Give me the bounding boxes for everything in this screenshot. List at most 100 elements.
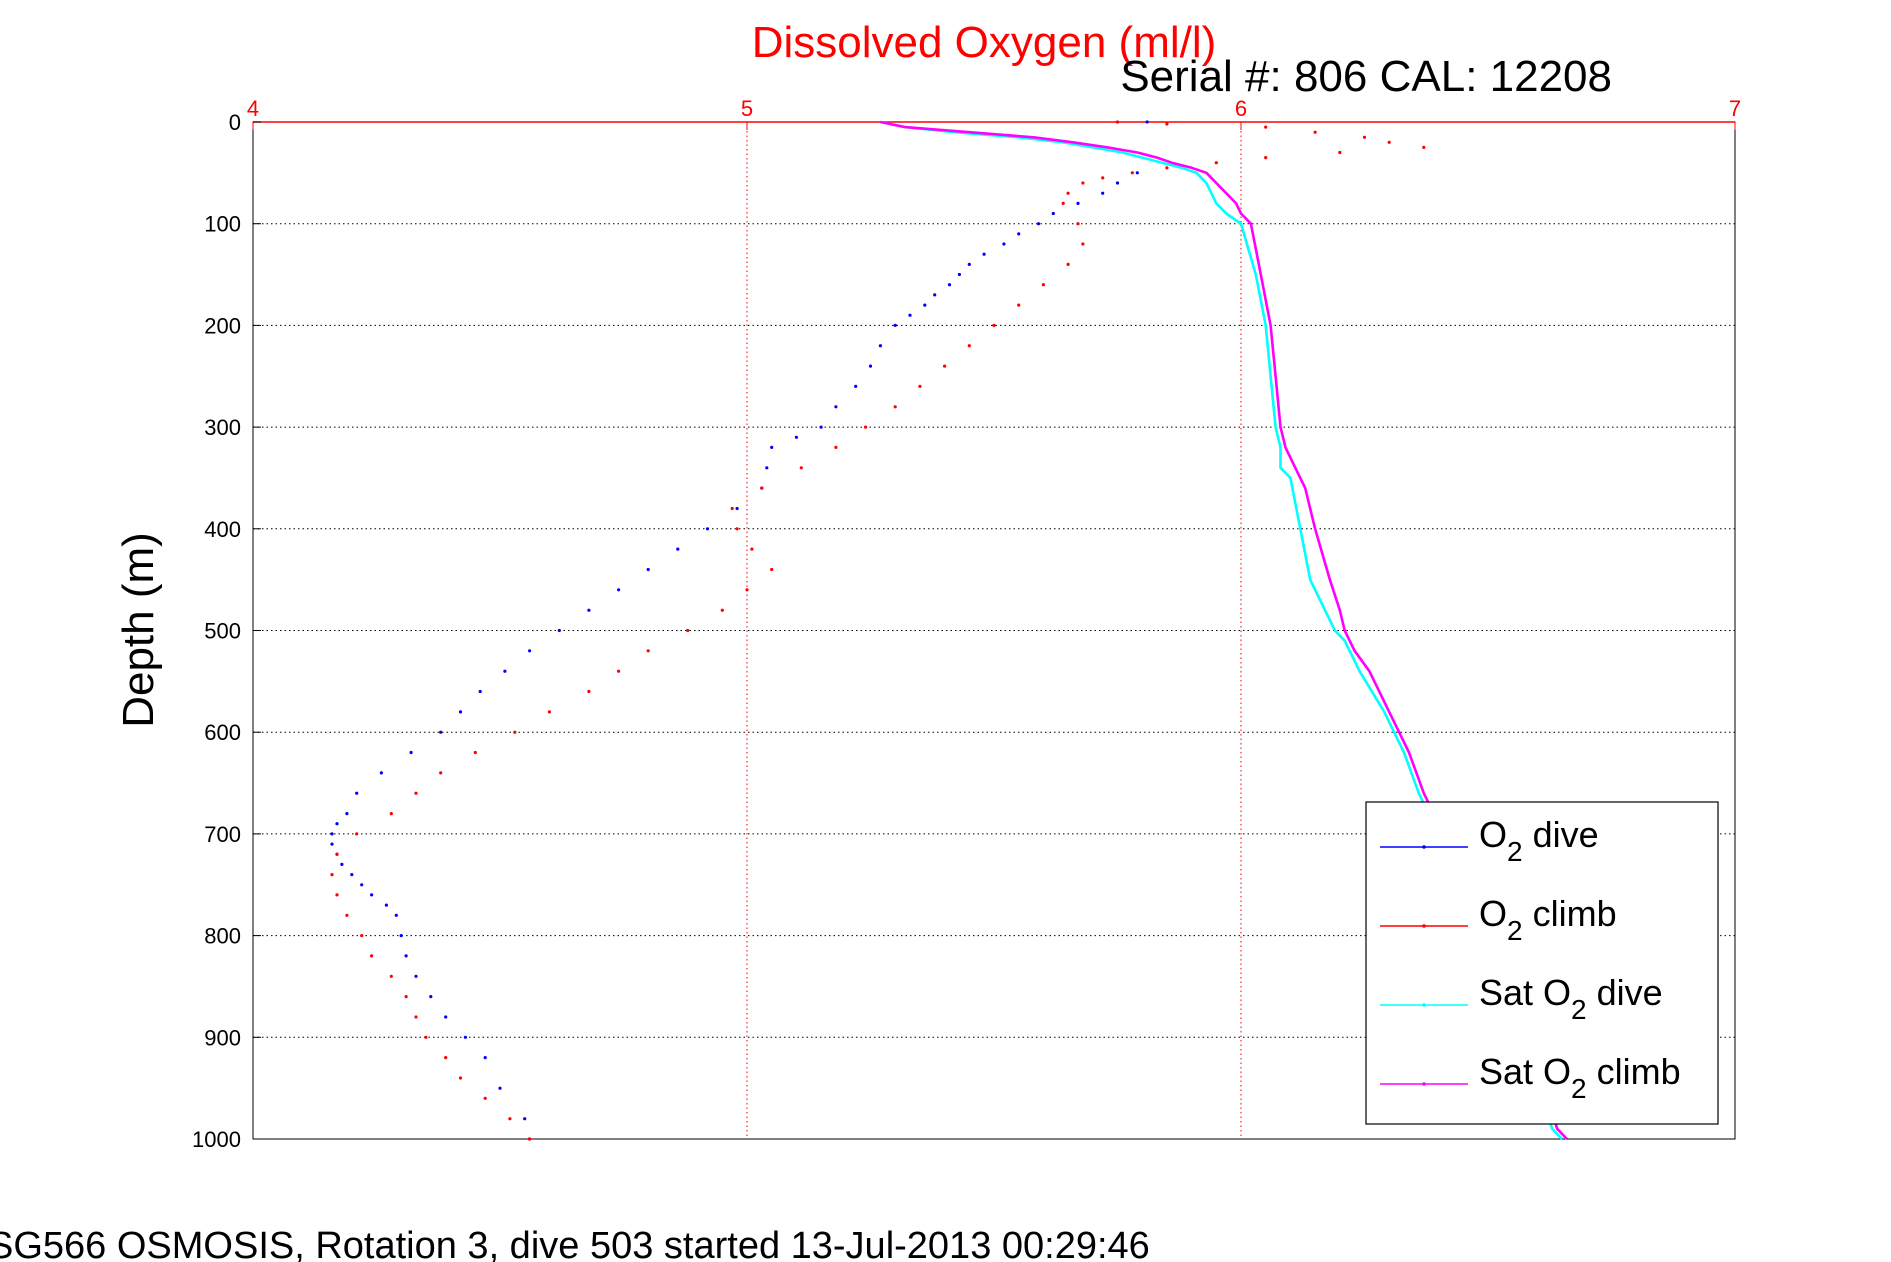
series-o2-dive: [330, 120, 1149, 1141]
point-o2-dive-60: [523, 1117, 527, 1121]
point-o2-dive-52: [399, 934, 403, 938]
chart-subtitle: Serial #: 806 CAL: 12208: [1120, 52, 1612, 101]
point-o2-climb-36: [686, 628, 690, 633]
point-o2-climb-29: [760, 486, 764, 490]
point-o2-climb-25: [893, 405, 897, 409]
x-axis-ticks: 4 5 6 7: [247, 96, 1741, 130]
point-o2-climb-26: [864, 425, 868, 429]
x-tick-label-2: 6: [1235, 96, 1247, 121]
legend-box: [1365, 801, 1719, 1125]
point-o2-climb-48: [330, 873, 334, 877]
point-o2-climb-56: [424, 1035, 428, 1039]
point-o2-climb-10: [1165, 166, 1169, 170]
legend-label-sat-o2-dive: Sat O2 dive: [1479, 972, 1663, 1025]
point-o2-climb-37: [646, 649, 650, 653]
point-o2-climb-0: [1115, 120, 1120, 124]
point-o2-dive-28: [676, 547, 680, 551]
point-o2-dive-3: [1101, 191, 1105, 195]
point-o2-dive-40: [355, 791, 359, 795]
point-o2-climb-18: [1066, 262, 1070, 266]
point-o2-climb-21: [992, 323, 996, 327]
point-o2-dive-6: [1036, 222, 1041, 226]
point-o2-climb-3: [1313, 130, 1317, 134]
point-o2-dive-27: [705, 527, 710, 531]
series-o2-climb: [330, 120, 1426, 1141]
point-o2-dive-5: [1051, 211, 1055, 216]
point-o2-dive-44: [330, 842, 334, 846]
x-tick-label-0: 4: [247, 96, 259, 121]
point-o2-climb-30: [730, 506, 734, 511]
point-o2-dive-29: [646, 567, 650, 572]
point-o2-climb-51: [360, 934, 364, 938]
legend-label-o2-dive: O2 dive: [1479, 814, 1599, 867]
point-o2-dive-39: [379, 771, 383, 775]
point-o2-dive-50: [384, 903, 388, 907]
point-o2-dive-47: [350, 873, 354, 877]
point-o2-dive-34: [503, 669, 507, 673]
y-tick-label-7: 700: [204, 822, 241, 847]
point-o2-climb-53: [389, 974, 393, 978]
point-o2-climb-32: [750, 547, 754, 551]
point-o2-climb-15: [1061, 201, 1065, 205]
point-o2-climb-47: [335, 852, 339, 856]
legend-label-sat-o2-climb: Sat O2 climb: [1479, 1051, 1681, 1104]
point-o2-climb-31: [735, 527, 739, 531]
point-o2-dive-1: [1135, 171, 1139, 175]
point-o2-climb-52: [370, 954, 374, 958]
point-o2-climb-9: [1214, 161, 1218, 165]
point-o2-dive-37: [439, 730, 443, 734]
point-o2-dive-57: [463, 1035, 467, 1039]
legend-marker-sat-o2-dive: [1422, 1003, 1426, 1007]
point-o2-dive-24: [765, 466, 769, 470]
point-o2-dive-12: [947, 283, 952, 287]
point-o2-climb-17: [1081, 242, 1085, 246]
point-o2-climb-14: [1066, 191, 1070, 195]
point-o2-dive-56: [444, 1015, 448, 1019]
point-o2-dive-51: [394, 913, 398, 917]
point-o2-dive-43: [330, 832, 334, 836]
point-o2-climb-41: [513, 730, 517, 734]
chart-title: Dissolved Oxygen (ml/l): [752, 18, 1217, 67]
point-o2-climb-6: [1422, 145, 1426, 149]
point-o2-dive-14: [923, 303, 927, 307]
point-o2-climb-8: [1264, 156, 1268, 160]
point-o2-dive-18: [868, 364, 873, 368]
point-o2-climb-27: [834, 445, 838, 449]
point-o2-dive-20: [834, 405, 838, 409]
point-o2-dive-30: [617, 588, 621, 592]
y-tick-label-5: 500: [204, 619, 241, 644]
point-o2-dive-2: [1115, 181, 1120, 185]
point-o2-climb-20: [1017, 303, 1021, 307]
point-o2-climb-24: [918, 384, 922, 388]
point-o2-climb-13: [1081, 181, 1085, 185]
point-o2-dive-35: [478, 689, 482, 694]
point-o2-climb-58: [458, 1076, 463, 1080]
point-o2-climb-35: [720, 608, 724, 612]
y-tick-label-10: 1000: [192, 1127, 241, 1152]
y-tick-label-1: 100: [204, 212, 241, 237]
point-o2-dive-49: [370, 893, 374, 897]
x-tick-label-1: 5: [741, 96, 753, 121]
point-o2-dive-55: [429, 995, 433, 999]
point-o2-dive-22: [794, 435, 799, 439]
point-o2-climb-16: [1076, 222, 1080, 226]
point-o2-dive-41: [345, 812, 349, 816]
point-o2-dive-13: [933, 293, 937, 297]
point-o2-dive-48: [360, 883, 364, 887]
y-axis-ticks: 0 100 200 300 400 500 600 700 800 900 1000: [192, 110, 261, 1152]
point-o2-climb-42: [473, 750, 477, 755]
point-o2-dive-15: [908, 313, 912, 317]
point-o2-dive-26: [735, 506, 739, 511]
point-o2-dive-4: [1076, 201, 1080, 205]
point-o2-dive-11: [957, 272, 962, 277]
point-o2-dive-0: [1145, 120, 1149, 124]
point-o2-climb-12: [1101, 176, 1105, 180]
point-o2-climb-55: [414, 1015, 418, 1019]
point-o2-climb-60: [508, 1117, 512, 1121]
point-o2-dive-23: [770, 445, 774, 449]
x-tick-label-3: 7: [1729, 96, 1741, 121]
point-o2-climb-45: [389, 812, 393, 816]
point-o2-dive-32: [557, 628, 561, 633]
point-o2-climb-34: [745, 588, 749, 592]
